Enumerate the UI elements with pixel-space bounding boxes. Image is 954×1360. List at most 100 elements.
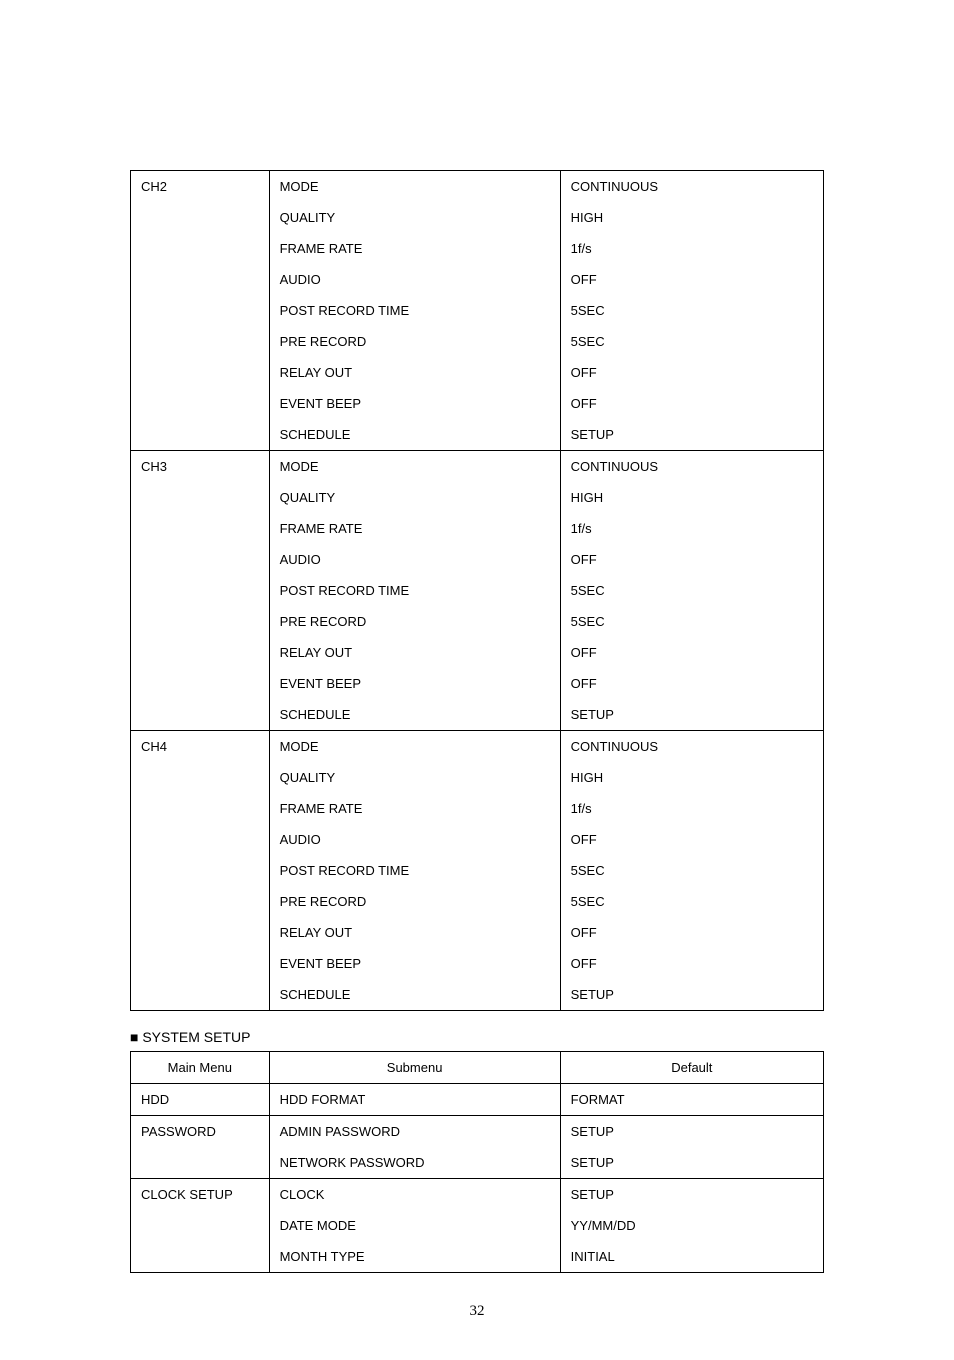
table-cell-default: OFF xyxy=(560,948,823,979)
table-cell-main-menu xyxy=(131,264,270,295)
table-cell-default: OFF xyxy=(560,388,823,419)
table-cell-submenu: MONTH TYPE xyxy=(269,1241,560,1273)
table-cell-main-menu xyxy=(131,202,270,233)
system-table: Main MenuSubmenuDefault HDDHDD FORMATFORM… xyxy=(130,1051,824,1273)
table-cell-main-menu xyxy=(131,419,270,451)
table-cell-main-menu xyxy=(131,762,270,793)
table-cell-submenu: AUDIO xyxy=(269,264,560,295)
table-cell-default: OFF xyxy=(560,357,823,388)
table-cell-main-menu xyxy=(131,979,270,1011)
table-cell-default: 5SEC xyxy=(560,295,823,326)
table-cell-main-menu xyxy=(131,388,270,419)
table-cell-submenu: FRAME RATE xyxy=(269,513,560,544)
table-cell-main-menu: HDD xyxy=(131,1084,270,1116)
table-cell-default: 5SEC xyxy=(560,326,823,357)
table-cell-main-menu xyxy=(131,606,270,637)
table-cell-submenu: POST RECORD TIME xyxy=(269,855,560,886)
channel-table: CH2MODECONTINUOUSQUALITYHIGHFRAME RATE1f… xyxy=(130,170,824,1011)
table-header: Main Menu xyxy=(131,1052,270,1084)
table-cell-main-menu xyxy=(131,1147,270,1179)
table-cell-submenu: DATE MODE xyxy=(269,1210,560,1241)
table-cell-default: SETUP xyxy=(560,1179,823,1211)
system-setup-heading: ■ SYSTEM SETUP xyxy=(130,1029,824,1045)
table-cell-submenu: RELAY OUT xyxy=(269,917,560,948)
table-cell-submenu: QUALITY xyxy=(269,762,560,793)
table-cell-default: SETUP xyxy=(560,1116,823,1148)
table-cell-default: CONTINUOUS xyxy=(560,451,823,483)
table-cell-default: OFF xyxy=(560,824,823,855)
table-cell-submenu: POST RECORD TIME xyxy=(269,575,560,606)
table-cell-submenu: EVENT BEEP xyxy=(269,388,560,419)
table-cell-main-menu xyxy=(131,855,270,886)
system-setup-table: Main MenuSubmenuDefault HDDHDD FORMATFORM… xyxy=(130,1051,824,1273)
table-cell-submenu: RELAY OUT xyxy=(269,357,560,388)
table-cell-default: 5SEC xyxy=(560,606,823,637)
table-cell-submenu: FRAME RATE xyxy=(269,793,560,824)
table-cell-submenu: EVENT BEEP xyxy=(269,948,560,979)
table-cell-submenu: AUDIO xyxy=(269,544,560,575)
channel-settings-table: CH2MODECONTINUOUSQUALITYHIGHFRAME RATE1f… xyxy=(130,170,824,1011)
table-cell-default: CONTINUOUS xyxy=(560,731,823,763)
table-cell-submenu: ADMIN PASSWORD xyxy=(269,1116,560,1148)
table-cell-default: OFF xyxy=(560,668,823,699)
table-cell-default: HIGH xyxy=(560,482,823,513)
table-cell-main-menu xyxy=(131,824,270,855)
table-cell-default: 1f/s xyxy=(560,513,823,544)
table-cell-submenu: POST RECORD TIME xyxy=(269,295,560,326)
table-cell-submenu: SCHEDULE xyxy=(269,699,560,731)
table-cell-main-menu: CLOCK SETUP xyxy=(131,1179,270,1211)
table-cell-submenu: HDD FORMAT xyxy=(269,1084,560,1116)
table-cell-submenu: MODE xyxy=(269,731,560,763)
table-cell-default: CONTINUOUS xyxy=(560,171,823,203)
table-header: Default xyxy=(560,1052,823,1084)
table-cell-default: SETUP xyxy=(560,1147,823,1179)
table-cell-default: OFF xyxy=(560,637,823,668)
table-cell-default: SETUP xyxy=(560,419,823,451)
table-cell-main-menu: CH3 xyxy=(131,451,270,483)
table-cell-submenu: PRE RECORD xyxy=(269,886,560,917)
table-cell-main-menu: PASSWORD xyxy=(131,1116,270,1148)
table-cell-default: SETUP xyxy=(560,699,823,731)
table-cell-main-menu xyxy=(131,295,270,326)
table-cell-main-menu xyxy=(131,575,270,606)
table-cell-main-menu xyxy=(131,233,270,264)
table-cell-default: 1f/s xyxy=(560,793,823,824)
table-cell-main-menu xyxy=(131,482,270,513)
table-cell-submenu: PRE RECORD xyxy=(269,326,560,357)
table-cell-default: 5SEC xyxy=(560,855,823,886)
table-cell-default: 1f/s xyxy=(560,233,823,264)
table-cell-main-menu xyxy=(131,699,270,731)
table-cell-main-menu xyxy=(131,513,270,544)
table-cell-submenu: QUALITY xyxy=(269,202,560,233)
table-cell-default: 5SEC xyxy=(560,886,823,917)
table-cell-main-menu xyxy=(131,544,270,575)
table-cell-main-menu: CH4 xyxy=(131,731,270,763)
table-cell-default: FORMAT xyxy=(560,1084,823,1116)
table-cell-submenu: RELAY OUT xyxy=(269,637,560,668)
table-cell-main-menu xyxy=(131,948,270,979)
table-cell-default: OFF xyxy=(560,544,823,575)
table-cell-default: 5SEC xyxy=(560,575,823,606)
table-cell-main-menu xyxy=(131,1241,270,1273)
table-cell-submenu: EVENT BEEP xyxy=(269,668,560,699)
table-cell-default: HIGH xyxy=(560,202,823,233)
table-cell-submenu: AUDIO xyxy=(269,824,560,855)
table-cell-submenu: QUALITY xyxy=(269,482,560,513)
table-cell-main-menu xyxy=(131,326,270,357)
table-cell-main-menu: CH2 xyxy=(131,171,270,203)
table-cell-default: HIGH xyxy=(560,762,823,793)
table-cell-default: YY/MM/DD xyxy=(560,1210,823,1241)
table-cell-default: SETUP xyxy=(560,979,823,1011)
table-cell-submenu: PRE RECORD xyxy=(269,606,560,637)
table-cell-main-menu xyxy=(131,668,270,699)
table-cell-main-menu xyxy=(131,637,270,668)
page-number: 32 xyxy=(130,1303,824,1320)
table-cell-default: INITIAL xyxy=(560,1241,823,1273)
table-cell-main-menu xyxy=(131,917,270,948)
table-header: Submenu xyxy=(269,1052,560,1084)
table-cell-submenu: SCHEDULE xyxy=(269,979,560,1011)
table-cell-main-menu xyxy=(131,793,270,824)
table-cell-submenu: SCHEDULE xyxy=(269,419,560,451)
table-cell-submenu: NETWORK PASSWORD xyxy=(269,1147,560,1179)
table-cell-submenu: MODE xyxy=(269,171,560,203)
